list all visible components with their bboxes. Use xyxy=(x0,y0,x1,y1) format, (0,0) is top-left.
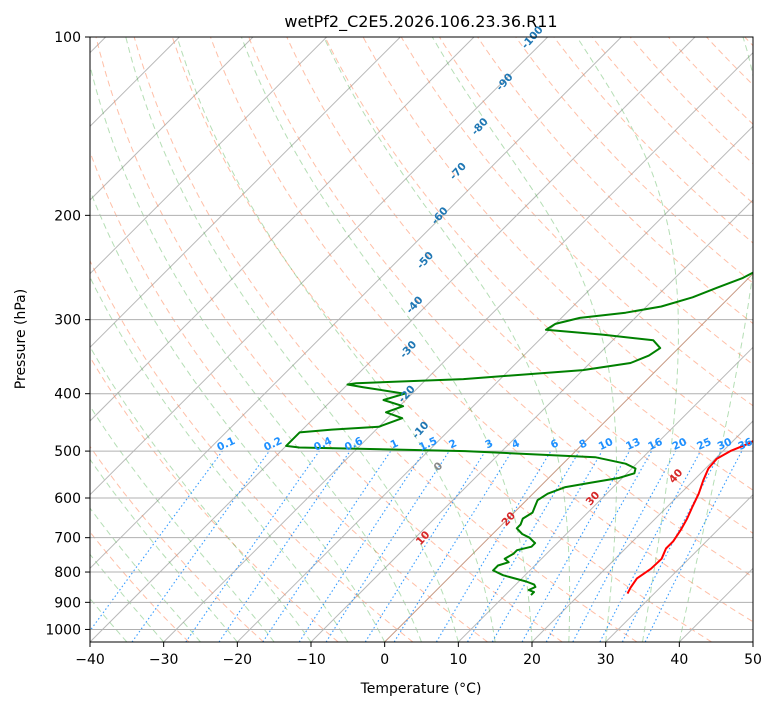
mixing-ratio-label: 1 xyxy=(389,437,401,451)
moist-adiabat-line xyxy=(90,507,201,642)
isotherm-line xyxy=(90,37,549,496)
moist-adiabat-line xyxy=(90,276,349,642)
dry-adiabat-line xyxy=(248,37,753,578)
dry-adiabat-line xyxy=(362,37,753,449)
x-tick-label: 0 xyxy=(380,652,389,668)
mixing-ratio-line xyxy=(90,450,223,632)
isotherm-line xyxy=(531,420,753,642)
moist-adiabat-line xyxy=(90,597,128,642)
isotherm-line xyxy=(90,37,254,201)
mixing-ratio-label: 2 xyxy=(447,437,459,451)
mixing-ratio-line xyxy=(521,450,630,642)
x-tick-label: 30 xyxy=(597,652,615,668)
moist-adiabat-line xyxy=(90,63,422,642)
isotherm-line xyxy=(605,493,753,642)
mixing-ratio-line xyxy=(467,450,580,642)
y-tick-label: 700 xyxy=(54,531,81,547)
dry-adiabat-line xyxy=(171,37,712,642)
dry-adiabat-line xyxy=(210,37,753,623)
y-tick-label: 400 xyxy=(54,387,81,403)
y-tick-label: 100 xyxy=(54,30,81,46)
moist-adiabat-line xyxy=(176,37,496,642)
mixing-ratio-line xyxy=(131,450,270,642)
isotherm-line xyxy=(90,37,401,349)
dry-adiabat-line xyxy=(515,37,753,284)
mixing-ratio-label: 4 xyxy=(510,437,522,451)
moist-adiabat-line xyxy=(90,553,165,642)
isotherm-line xyxy=(236,125,753,642)
moist-adiabat-line xyxy=(678,37,753,642)
dry-adiabat-line xyxy=(324,37,753,491)
moist-adiabat-line xyxy=(90,189,386,642)
mixing-ratio-line xyxy=(218,450,351,642)
dry-adiabat-line xyxy=(90,259,414,642)
isotherm-line xyxy=(384,272,753,642)
y-axis: 100 200 300 400 500 600 700 800 900 1000 xyxy=(45,30,90,638)
isotherm-line xyxy=(90,37,622,570)
mixing-ratio-label: 20 xyxy=(670,436,688,453)
y-axis-label: Pressure (hPa) xyxy=(13,289,29,389)
mixing-ratio-line xyxy=(325,450,450,642)
dry-adiabat-line xyxy=(629,37,753,165)
isotherm-line xyxy=(90,37,475,422)
dry-adiabat-line xyxy=(95,37,563,642)
x-tick-label: −40 xyxy=(75,652,105,668)
dry-adiabat-line xyxy=(477,37,753,325)
x-tick-label: 40 xyxy=(670,652,688,668)
x-tick-label: 10 xyxy=(449,652,467,668)
profiles xyxy=(285,271,753,596)
y-tick-label: 300 xyxy=(54,313,81,329)
mixing-ratio-label: 8 xyxy=(577,437,589,451)
moist-adiabat-line xyxy=(90,458,238,642)
dewpoint-profile xyxy=(285,271,753,596)
isotherm-line xyxy=(163,51,753,642)
mixing-ratio-line xyxy=(185,450,320,642)
mixing-ratio-label: 6 xyxy=(549,437,561,451)
x-tick-label: −30 xyxy=(149,652,179,668)
moist-adiabat-line xyxy=(125,37,459,642)
isotherm-line xyxy=(90,37,328,275)
mixing-ratio-line xyxy=(393,450,513,642)
dry-adiabat-line xyxy=(400,37,753,407)
moist-adiabat-line xyxy=(240,37,533,642)
mixing-ratio-line xyxy=(491,450,603,642)
temperature-profile xyxy=(626,439,753,595)
mixing-ratio-label: 3 xyxy=(483,437,495,451)
mixing-ratio-line xyxy=(545,450,653,642)
mixing-ratio-label: 30 xyxy=(716,436,734,453)
dry-adiabat-line xyxy=(90,445,264,642)
dry-adiabat-line xyxy=(133,37,638,642)
mixing-ratio-line xyxy=(435,450,552,642)
x-tick-label: −10 xyxy=(296,652,326,668)
moist-adiabat-line xyxy=(431,37,618,642)
y-tick-label: 500 xyxy=(54,444,81,460)
dry-adiabat-line xyxy=(591,37,753,204)
plot-frame xyxy=(89,36,754,643)
x-tick-label: 20 xyxy=(523,652,541,668)
y-tick-label: 900 xyxy=(54,595,81,611)
isotherm-line xyxy=(457,346,753,642)
mixing-ratio-label: 36 xyxy=(736,436,754,453)
isotherm-line xyxy=(90,37,696,642)
x-tick-label: −20 xyxy=(223,652,253,668)
moist-adiabat-line xyxy=(576,37,679,642)
y-tick-label: 1000 xyxy=(45,622,81,638)
x-tick-label: 50 xyxy=(744,652,762,668)
y-tick-label: 800 xyxy=(54,565,81,581)
x-axis: −40 −30 −20 −10 0 10 20 30 40 50 xyxy=(75,642,762,668)
mixing-ratio-line xyxy=(572,450,677,642)
mixing-ratio-label: 25 xyxy=(695,436,713,453)
mixing-ratio-label: 16 xyxy=(646,436,664,453)
chart-title: wetPf2_C2E5.2026.106.23.36.R11 xyxy=(284,12,557,32)
moist-adiabat-line xyxy=(90,405,275,642)
moist-adiabat-line xyxy=(90,345,312,642)
x-axis-label: Temperature (°C) xyxy=(360,681,482,697)
mixing-ratio-label: 13 xyxy=(624,436,642,453)
mixing-ratio-label: 10 xyxy=(597,436,615,453)
y-tick-label: 600 xyxy=(54,491,81,507)
mixing-ratio-line xyxy=(364,450,486,642)
y-tick-label: 200 xyxy=(54,208,81,224)
